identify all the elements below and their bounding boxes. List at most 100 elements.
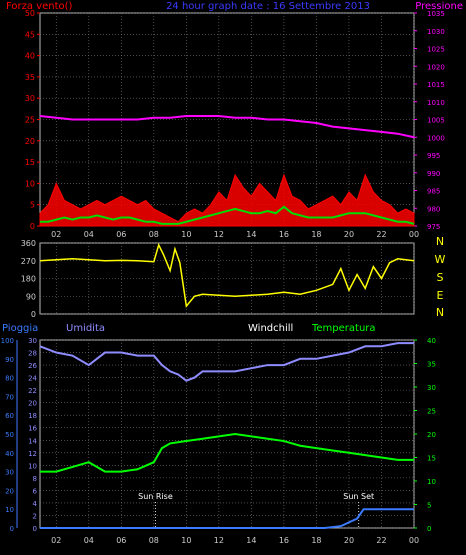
rain-y-tick-label: 80 <box>5 375 14 383</box>
temperature-y-tick-label: 0 <box>427 525 431 533</box>
x-tick-label: 02 <box>51 536 61 545</box>
rain-y-tick-label: 100 <box>1 337 14 345</box>
pressure-axis-title: Pressione <box>415 1 463 12</box>
pressure-y-tick-label: 1020 <box>427 63 445 71</box>
compass-label: E <box>437 289 444 302</box>
direction-series-line <box>39 242 415 308</box>
direction-y-tick-label: 0 <box>31 310 36 319</box>
humidity-y-tick-label: 4 <box>33 500 38 508</box>
wind-y-tick-label: 35 <box>25 73 35 82</box>
x-tick-label: 22 <box>376 230 386 239</box>
humidity-series <box>39 342 414 382</box>
rain-y-tick-label: 90 <box>5 356 14 364</box>
windchill-axis-title: Windchill <box>248 323 293 334</box>
x-tick-label: 04 <box>84 536 94 545</box>
x-tick-label: 12 <box>214 536 224 545</box>
temperature-y-tick-label: 20 <box>427 431 436 439</box>
pressure-y-tick-label: 1010 <box>427 99 445 107</box>
humidity-y-tick-label: 24 <box>28 375 37 383</box>
rain-y-ticks: 0 10 20 30 40 50 60 70 80 90 100 <box>1 337 18 533</box>
wind-y-tick-label: 40 <box>25 52 35 61</box>
temperature-axis-title: Temperatura <box>311 323 376 334</box>
rain-y-tick-label: 10 <box>5 506 14 514</box>
direction-series <box>39 242 415 308</box>
temperature-series <box>40 432 414 473</box>
compass-label: N <box>436 306 444 319</box>
humidity-y-tick-label: 6 <box>33 487 38 495</box>
temperature-y-ticks: 0 5 10 15 20 25 30 35 40 <box>414 337 436 533</box>
x-tick-label: 08 <box>149 536 159 545</box>
x-tick-label: 00 <box>409 536 419 545</box>
pressure-y-tick-label: 990 <box>427 170 440 178</box>
humidity-y-tick-label: 0 <box>33 525 37 533</box>
x-tick-label: 14 <box>246 230 256 239</box>
compass-label: W <box>435 253 446 266</box>
wind-y-tick-label: 15 <box>25 158 35 167</box>
pressure-y-tick-label: 985 <box>427 188 440 196</box>
pressure-y-tick-label: 1015 <box>427 81 445 89</box>
direction-y-tick-label: 90 <box>26 292 36 301</box>
direction-y-ticks: 0 90 180 270 360 <box>21 239 36 319</box>
rain-axis-title: Pioggia <box>2 323 38 334</box>
x-tick-label: 22 <box>376 536 386 545</box>
humidity-y-tick-label: 28 <box>28 350 37 358</box>
pressure-y-tick-label: 1005 <box>427 117 445 125</box>
x-tick-label: 10 <box>181 536 191 545</box>
sun-marker-label: Sun Rise <box>138 492 173 501</box>
pressure-y-tick-label: 1030 <box>427 28 445 36</box>
humidity-y-tick-label: 16 <box>28 425 37 433</box>
humidity-y-tick-label: 26 <box>28 362 37 370</box>
humidity-y-tick-label: 8 <box>33 475 37 483</box>
chart-title: 24 hour graph date : 16 Settembre 2013 <box>166 1 370 12</box>
humidity-y-tick-label: 22 <box>28 387 37 395</box>
humidity-y-tick-label: 20 <box>28 400 37 408</box>
pressure-y-tick-label: 980 <box>427 205 440 213</box>
wind-y-tick-label: 30 <box>25 94 35 103</box>
direction-y-tick-label: 180 <box>21 275 36 284</box>
direction-y-tick-label: 360 <box>21 239 36 248</box>
x-tick-label: 06 <box>116 230 126 239</box>
sun-marker-label: Sun Set <box>343 492 374 501</box>
temperature-y-tick-label: 30 <box>427 384 436 392</box>
pressure-y-ticks: 975 980 985 990 995 1000 1005 1010 1015 1020 1025 1… <box>414 10 445 231</box>
temperature-y-tick-label: 15 <box>427 455 436 463</box>
climate-series <box>39 342 414 529</box>
x-tick-label: 14 <box>246 536 256 545</box>
wind-pressure-series <box>39 114 415 227</box>
rain-y-tick-label: 40 <box>5 450 14 458</box>
humidity-y-tick-label: 14 <box>28 437 37 445</box>
x-tick-label: 20 <box>344 536 354 545</box>
wind-y-tick-label: 20 <box>25 137 35 146</box>
rain-y-tick-label: 50 <box>5 431 14 439</box>
compass-label: N <box>436 235 444 248</box>
x-tick-label: 12 <box>214 230 224 239</box>
temperature-y-tick-label: 40 <box>427 337 436 345</box>
pressure-series <box>39 114 415 139</box>
humidity-axis-title: Umidita <box>66 323 105 334</box>
x-tick-label: 06 <box>116 536 126 545</box>
temperature-y-tick-label: 35 <box>427 361 436 369</box>
x-tick-label: 00 <box>409 230 419 239</box>
wind-y-tick-label: 25 <box>25 116 35 125</box>
wind-y-tick-label: 50 <box>25 9 35 18</box>
wind-y-ticks: 0 5 10 15 20 25 30 35 40 45 50 <box>25 9 40 231</box>
x-tick-label: 08 <box>149 230 159 239</box>
humidity-y-tick-label: 10 <box>28 462 37 470</box>
direction-y-tick-label: 270 <box>21 257 36 266</box>
compass-label: S <box>437 271 444 284</box>
wind-average-series <box>40 205 415 225</box>
rain-y-tick-label: 70 <box>5 393 14 401</box>
wind-y-tick-label: 0 <box>30 222 35 231</box>
pressure-y-tick-label: 975 <box>427 223 440 231</box>
x-tick-label: 18 <box>311 536 321 545</box>
wind-x-ticks: 02 04 06 08 10 12 14 16 18 20 22 00 <box>51 230 419 239</box>
humidity-y-tick-label: 30 <box>28 337 37 345</box>
rain-y-tick-label: 30 <box>5 469 14 477</box>
x-tick-label: 04 <box>84 230 94 239</box>
x-tick-label: 16 <box>279 230 289 239</box>
wind-y-tick-label: 10 <box>25 179 35 188</box>
wind-y-tick-label: 5 <box>30 201 35 210</box>
